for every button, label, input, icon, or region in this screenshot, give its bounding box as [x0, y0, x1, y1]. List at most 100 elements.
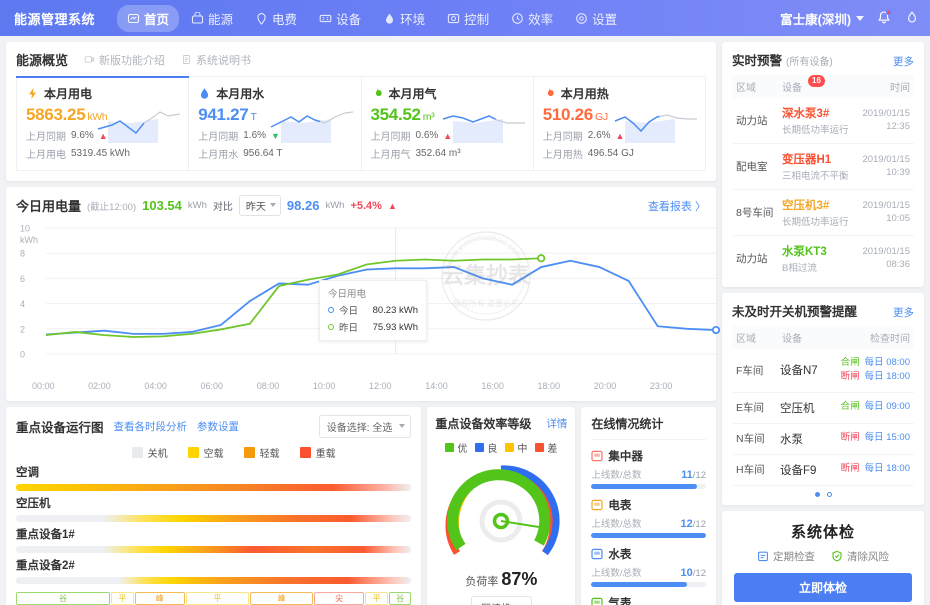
alert-row-2[interactable]: 配电室 变压器H1 三相电流不平衡 2019/01/15 10:39 [732, 144, 914, 190]
energy-card-last-value: 956.64 T [243, 148, 283, 159]
pagination-dot-2[interactable] [826, 491, 832, 497]
energy-card-4[interactable]: 本月用热 510.26 GJ 上月同期 2.6% ▲ 上月用热 496.54 GJ [534, 77, 705, 170]
energy-card-1[interactable]: 本月用电 5863.25 kWh 上月同期 9.6% ▲ 上月用电 5319.45 kWh [15, 76, 190, 170]
switch-entry: 合闸 每日 09:00 [841, 400, 910, 414]
system-manual-link[interactable]: 系统说明书 [181, 52, 251, 68]
nav-item-5[interactable]: 环境 [373, 5, 435, 32]
nav-item-4[interactable]: 设备 [309, 5, 371, 32]
gauge-device-select[interactable]: 压缩机 [470, 596, 532, 605]
period-analysis-link[interactable]: 查看各时段分析 [113, 421, 188, 433]
device-icon [319, 12, 332, 25]
run-legend-3: 轻载 [243, 445, 280, 460]
device-name: 空压机 [16, 498, 51, 510]
org-selector[interactable]: 富士康(深圳) [780, 9, 864, 28]
parameter-settings-link[interactable]: 参数设置 [197, 421, 240, 433]
key-device-run-chart-panel: 重点设备运行图 查看各时段分析 参数设置 设备选择: 全选 关机 空载 轻载 重载 空… [6, 407, 422, 605]
switch-row-2[interactable]: E车间 空压机 合闸 每日 09:00 [732, 393, 914, 424]
gauge-legend-label: 优 [457, 444, 468, 455]
device-load-bar[interactable] [16, 484, 412, 491]
online-meta-label: 上线数/总数 [591, 519, 642, 530]
water-drop-icon[interactable] [904, 10, 920, 26]
device-load-bar[interactable] [16, 546, 412, 553]
switch-col-device: 设备 [782, 334, 802, 345]
bolt-icon [26, 87, 39, 100]
water-meter-icon [591, 548, 603, 560]
energy-card-compare-row: 上月同期 2.6% ▲ [543, 128, 696, 143]
notification-bell-icon[interactable] [876, 10, 892, 26]
alert-device-name: 空压机3# [782, 200, 830, 212]
switch-row-4[interactable]: H车间 设备F9 断闸 每日 18:00 [732, 455, 914, 486]
alert-row-4[interactable]: 动力站 水泵KT3 B相过流 2019/01/15 08:36 [732, 236, 914, 281]
time-band-jian-6: 尖 [313, 592, 365, 605]
nav-item-label: 设备 [336, 12, 362, 27]
switch-row-1[interactable]: F车间 设备N7 合闸 每日 08:00 断闸 每日 18:00 [732, 349, 914, 393]
online-item-meta: 上线数/总数 12/12 [591, 516, 706, 530]
energy-card-title: 本月用电 [44, 87, 93, 101]
alert-time-cell: 2019/01/15 10:05 [862, 200, 910, 226]
x-tick-8: 14:00 [425, 381, 448, 391]
switch-row-3[interactable]: N车间 水泵 断闸 每日 15:00 [732, 424, 914, 455]
energy-card-2[interactable]: 本月用水 941.27 T 上月同期 1.6% ▼ 上月用水 956.64 T [189, 77, 362, 170]
system-health-panel: 系统体检 定期检查 清除风险 立即体检 [722, 510, 924, 605]
legend-swatch [131, 447, 143, 458]
svg-text:4: 4 [20, 299, 25, 309]
online-count-current: 11 [681, 469, 693, 481]
nav-item-7[interactable]: 效率 [501, 5, 563, 32]
compare-period-select[interactable]: 昨天 [238, 195, 281, 216]
device-select[interactable]: 设备选择: 全选 [318, 415, 412, 438]
realtime-alerts-panel: 实时预警 (所有设备) 更多 区域 设备 16 时间 动力站 深水泵3# 长期低功率… [722, 42, 924, 287]
online-item-name-row: 电表 [591, 497, 706, 513]
svg-text:kWh: kWh [20, 235, 38, 245]
alert-device-cell: 空压机3# 长期低功率运行 [782, 197, 862, 228]
online-count-total: 12 [695, 519, 706, 530]
switch-state-tag: 断闸 [840, 463, 860, 475]
online-count: 11/12 [681, 469, 706, 481]
compare-value: 98.26 [286, 198, 320, 213]
alert-row-3[interactable]: 8号车间 空压机3# 长期低功率运行 2019/01/15 10:05 [732, 190, 914, 236]
energy-card-last-value: 5319.45 kWh [71, 148, 130, 159]
alert-description: B相过流 [782, 263, 817, 274]
view-report-link[interactable]: 查看报表 〉 [647, 200, 706, 213]
alerts-col-device-wrap: 设备 16 [782, 75, 890, 94]
gauge-header: 重点设备效率等级 详情 [435, 415, 567, 432]
nav-item-6[interactable]: 控制 [437, 5, 499, 32]
today-line-chart[interactable]: 10 8 6 4 2 0 kWh www.yunjichaobiao.com 云集抄表 版权… [16, 220, 721, 380]
gauge-legend-swatch [475, 443, 485, 452]
device-load-bar[interactable] [16, 577, 412, 584]
switch-schedule: 每日 18:00 [864, 371, 910, 383]
compare-unit: kWh [325, 200, 345, 211]
nav-item-1[interactable]: 首页 [117, 4, 180, 32]
pagination-dot-1[interactable] [814, 491, 820, 497]
gauge-legend-swatch [445, 443, 455, 452]
nav-item-3[interactable]: 电费 [245, 5, 307, 32]
switch-alerts-more-link[interactable]: 更多 [893, 307, 914, 319]
nav-item-2[interactable]: 能源 [181, 5, 243, 32]
nav-item-label: 首页 [144, 12, 170, 27]
switch-alerts-panel: 未及时开关机预警提醒 更多 区域 设备 检查时间 F车间 设备N7 合闸 每日 08:… [722, 293, 924, 505]
today-total-value: 103.54 [142, 198, 182, 213]
today-chart-title: 今日用电量 [16, 199, 82, 214]
gauge-title: 重点设备效率等级 [435, 417, 532, 431]
new-feature-intro-link[interactable]: 新版功能介绍 [84, 52, 165, 68]
nav-item-8[interactable]: 设置 [565, 5, 627, 32]
trend-down-icon: ▼ [271, 130, 280, 141]
time-band-feng-5: 峰 [249, 592, 313, 605]
gauge-detail-link[interactable]: 详情 [546, 418, 568, 430]
device-rows: 空调 空压机 重点设备1# 重点设备2# [16, 464, 412, 584]
chart-tooltip: 今日用电 今日 80.23 kWh 昨日 75.93 kWh [319, 280, 427, 341]
today-electricity-panel: 今日用电量 (截止12:00) 103.54 kWh 对比 昨天 98.26 k… [6, 187, 721, 401]
online-meta-label: 上线数/总数 [591, 470, 642, 481]
online-progress-track [591, 582, 706, 587]
alert-description: 三相电流不平衡 [782, 171, 849, 182]
device-load-bar[interactable] [16, 515, 412, 522]
alert-row-1[interactable]: 动力站 深水泵3# 长期低功率运行 2019/01/15 12:35 [732, 98, 914, 144]
start-health-check-button[interactable]: 立即体检 [734, 572, 912, 602]
switch-area: E车间 [736, 402, 765, 414]
alerts-more-link[interactable]: 更多 [893, 56, 914, 68]
nav-item-label: 环境 [400, 12, 426, 27]
energy-card-3[interactable]: 本月用气 354.52 m³ 上月同期 0.6% ▲ 上月用气 352.64 m³ [362, 77, 534, 170]
series-dot-today [328, 307, 334, 313]
switch-times: 断闸 每日 15:00 [841, 431, 910, 445]
energy-card-sparkline [98, 111, 181, 143]
gauge-legend-label: 差 [547, 444, 558, 455]
